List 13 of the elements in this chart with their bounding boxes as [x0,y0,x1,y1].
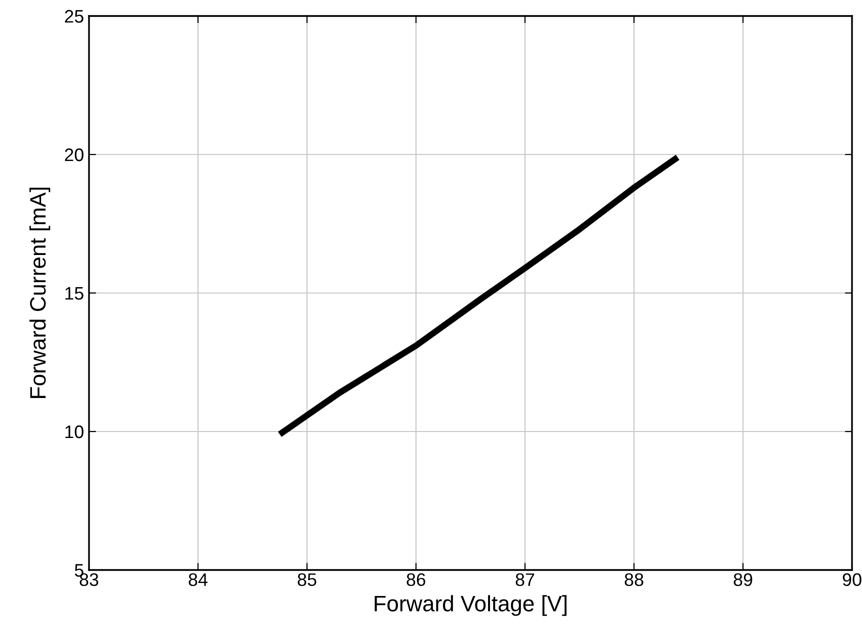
x-tick-label: 88 [624,573,644,586]
y-tick-label: 10 [65,425,84,438]
y-tick-label: 25 [64,10,84,23]
x-tick-label: 86 [406,573,426,586]
y-axis-title: Forward Current [mA] [29,188,50,398]
x-axis-title: Forward Voltage [V] [374,595,567,616]
x-tick-label: 85 [298,573,316,586]
x-tick-label: 84 [188,573,208,586]
x-tick-label: 89 [734,573,752,586]
y-tick-label: 20 [64,148,84,162]
x-tick-label: 90 [842,573,862,586]
x-tick-label: 87 [516,573,534,586]
y-tick-label: 15 [65,287,84,300]
